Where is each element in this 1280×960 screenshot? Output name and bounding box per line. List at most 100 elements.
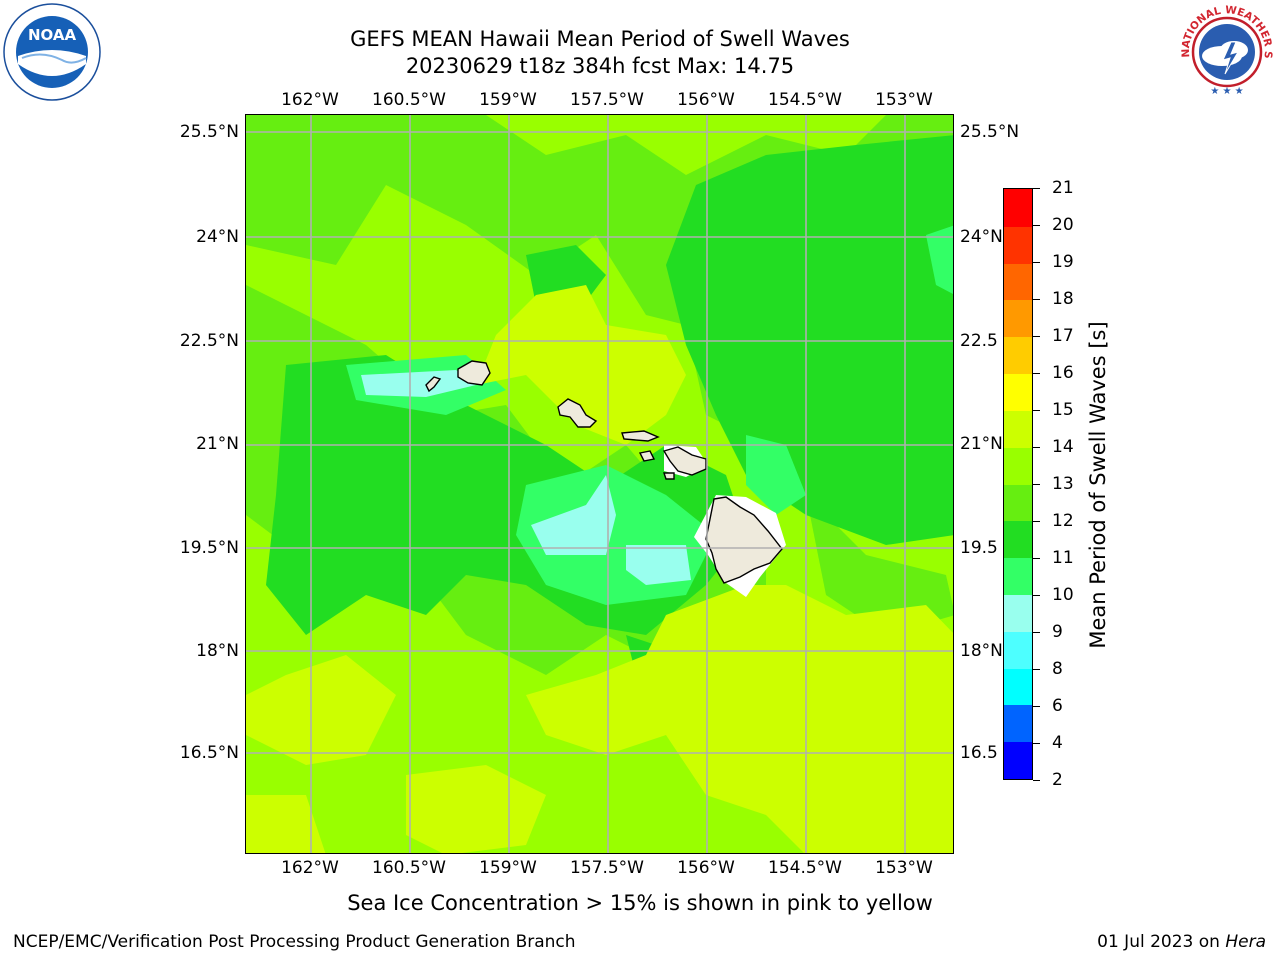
colorbar-tick-label: 21 <box>1052 178 1074 198</box>
colorbar-tick-label: 6 <box>1052 696 1063 716</box>
lat-label-left: 24°N <box>196 227 239 247</box>
colorbar-tick-label: 16 <box>1052 363 1074 383</box>
lat-label-right: 22.5 <box>960 331 998 351</box>
colorbar-title: Mean Period of Swell Waves [s] <box>1086 321 1110 649</box>
lat-label-left: 19.5°N <box>179 538 239 558</box>
island-lanai <box>638 450 656 462</box>
lat-label-right: 25.5°N <box>960 122 1020 142</box>
colorbar-tick-label: 11 <box>1052 548 1074 568</box>
colorbar-segment <box>1004 594 1032 632</box>
credit-text: NCEP/EMC/Verification Post Processing Pr… <box>13 932 576 952</box>
lon-label-bottom: 160.5°W <box>372 858 446 878</box>
colorbar-segment <box>1004 520 1032 559</box>
island-molokai <box>621 430 660 442</box>
colorbar-tick-label: 9 <box>1052 622 1063 642</box>
colorbar-tick-label: 10 <box>1052 585 1074 605</box>
chart-subtitle: 20230629 t18z 384h fcst Max: 14.75 <box>405 54 795 78</box>
colorbar-segment <box>1004 483 1032 522</box>
colorbar-tick <box>1033 595 1040 596</box>
colorbar-segment <box>1004 299 1032 338</box>
colorbar-tick <box>1033 188 1040 189</box>
lon-label-bottom: 156°W <box>677 858 735 878</box>
island-kauai <box>457 360 491 386</box>
colorbar-tick <box>1033 373 1040 374</box>
lat-label-right: 24°N <box>960 227 1003 247</box>
colorbar-segment <box>1004 336 1032 375</box>
colorbar-tick <box>1033 632 1040 633</box>
field-9s <box>361 370 691 585</box>
colorbar-segment <box>1004 410 1032 448</box>
sea-ice-note: Sea Ice Concentration > 15% is shown in … <box>347 891 933 915</box>
field-13s <box>246 285 953 853</box>
lon-label-bottom: 153°W <box>875 858 933 878</box>
colorbar-tick-label: 14 <box>1052 437 1074 457</box>
nws-logo: NATIONAL WEATHER SERVICE ★ ★ ★ <box>1172 0 1278 102</box>
colorbar-tick-label: 12 <box>1052 511 1074 531</box>
colorbar-tick-label: 4 <box>1052 733 1063 753</box>
lat-label-left: 25.5°N <box>179 122 239 142</box>
colorbar-tick-label: 13 <box>1052 474 1074 494</box>
colorbar-segment <box>1004 373 1032 411</box>
colorbar-tick <box>1033 706 1040 707</box>
lon-label-top: 159°W <box>479 90 537 110</box>
island-kahoolawe <box>663 472 675 480</box>
colorbar-tick <box>1033 225 1040 226</box>
date-stamp: 01 Jul 2023 on Hera <box>1097 932 1266 952</box>
lat-label-left: 16.5°N <box>179 743 239 763</box>
island-hawaii <box>705 496 783 584</box>
colorbar-tick-label: 18 <box>1052 289 1074 309</box>
colorbar-tick <box>1033 336 1040 337</box>
colorbar-tick-label: 15 <box>1052 400 1074 420</box>
colorbar-tick <box>1033 410 1040 411</box>
map-panel[interactable] <box>245 114 954 854</box>
lon-label-bottom: 162°W <box>281 858 339 878</box>
colorbar-tick <box>1033 743 1040 744</box>
colorbar-segment <box>1004 557 1032 595</box>
colorbar-tick <box>1033 299 1040 300</box>
lon-label-bottom: 154.5°W <box>768 858 842 878</box>
lon-label-top: 162°W <box>281 90 339 110</box>
lon-label-top: 157.5°W <box>570 90 644 110</box>
date-text: 01 Jul 2023 on <box>1097 932 1220 952</box>
lat-label-right: 21°N <box>960 434 1003 454</box>
colorbar-tick <box>1033 262 1040 263</box>
map-gridlines <box>246 115 953 853</box>
lon-label-bottom: 159°W <box>479 858 537 878</box>
lon-label-top: 156°W <box>677 90 735 110</box>
islands <box>425 360 783 584</box>
island-oahu <box>557 398 598 428</box>
colorbar-segment <box>1004 263 1032 301</box>
svg-text:★ ★ ★: ★ ★ ★ <box>1210 86 1243 97</box>
noaa-logo: NOAA <box>2 2 102 102</box>
lat-label-right: 18°N <box>960 641 1003 661</box>
lat-label-right: 19.5 <box>960 538 998 558</box>
lat-label-left: 22.5°N <box>179 331 239 351</box>
colorbar-tick <box>1033 780 1040 781</box>
colorbar-segment <box>1004 704 1032 743</box>
chart-title: GEFS MEAN Hawaii Mean Period of Swell Wa… <box>350 27 850 51</box>
island-maui <box>662 446 707 476</box>
colorbar-tick <box>1033 669 1040 670</box>
colorbar-tick-label: 17 <box>1052 326 1074 346</box>
colorbar-segment <box>1004 447 1032 485</box>
colorbar-tick-label: 20 <box>1052 215 1074 235</box>
colorbar-segment <box>1004 226 1032 264</box>
lat-label-right: 16.5 <box>960 743 998 763</box>
lon-label-bottom: 157.5°W <box>570 858 644 878</box>
colorbar-segment <box>1004 741 1032 779</box>
colorbar-tick-label: 2 <box>1052 770 1063 790</box>
island-niihau <box>425 376 442 393</box>
colorbar-segment <box>1004 189 1032 227</box>
lat-label-left: 21°N <box>196 434 239 454</box>
host-name: Hera <box>1225 932 1266 952</box>
colorbar-segment <box>1004 667 1032 706</box>
colorbar-tick-label: 19 <box>1052 252 1074 272</box>
lat-label-left: 18°N <box>196 641 239 661</box>
lon-label-top: 153°W <box>875 90 933 110</box>
colorbar-tick <box>1033 558 1040 559</box>
lon-label-top: 154.5°W <box>768 90 842 110</box>
colorbar-tick <box>1033 484 1040 485</box>
colorbar-tick <box>1033 447 1040 448</box>
swell-period-map <box>246 115 953 853</box>
colorbar-tick-label: 8 <box>1052 659 1063 679</box>
